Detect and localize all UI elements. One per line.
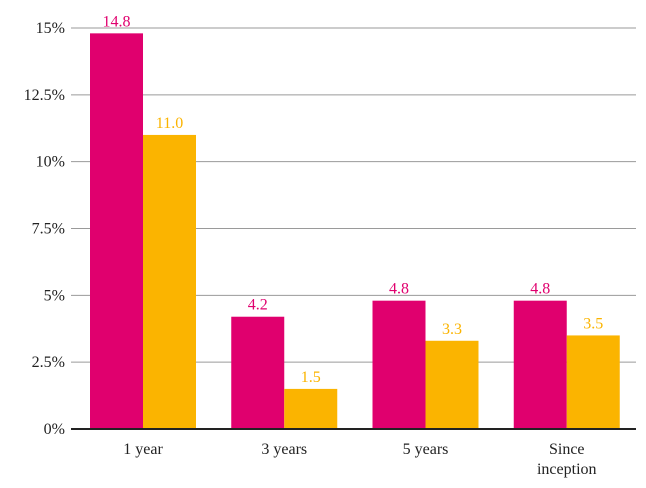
- data-label: 4.2: [248, 297, 268, 314]
- data-label: 4.8: [530, 281, 550, 298]
- y-tick-label: 0%: [44, 421, 65, 438]
- y-tick-label: 10%: [36, 154, 65, 171]
- x-tick-label: inception: [537, 461, 597, 478]
- y-tick-label: 2.5%: [32, 354, 65, 371]
- data-label: 11.0: [156, 115, 183, 132]
- bar: [231, 316, 285, 429]
- y-tick-label: 12.5%: [24, 87, 65, 104]
- x-tick-label: 5 years: [403, 441, 449, 458]
- bar: [513, 300, 567, 429]
- bar: [90, 33, 143, 429]
- y-tick-label: 5%: [44, 287, 65, 304]
- bar: [143, 134, 196, 429]
- data-label: 3.5: [583, 315, 603, 332]
- labels: 0% 2.5% 5% 7.5% 10% 12.5% 15% 14.8 11.0 1 year 4.2…: [24, 13, 604, 478]
- bar: [566, 335, 620, 429]
- bar: [372, 300, 426, 429]
- bar: [425, 340, 479, 429]
- data-label: 3.3: [442, 321, 462, 338]
- data-label: 14.8: [103, 13, 131, 30]
- y-tick-label: 15%: [36, 20, 65, 37]
- bar: [284, 388, 338, 429]
- bars: [90, 33, 620, 429]
- data-label: 4.8: [389, 281, 409, 298]
- data-label: 1.5: [301, 369, 321, 386]
- x-tick-label: Since: [549, 441, 585, 458]
- x-tick-label: 1 year: [123, 441, 163, 458]
- y-tick-label: 7.5%: [32, 221, 65, 238]
- x-tick-label: 3 years: [261, 441, 307, 458]
